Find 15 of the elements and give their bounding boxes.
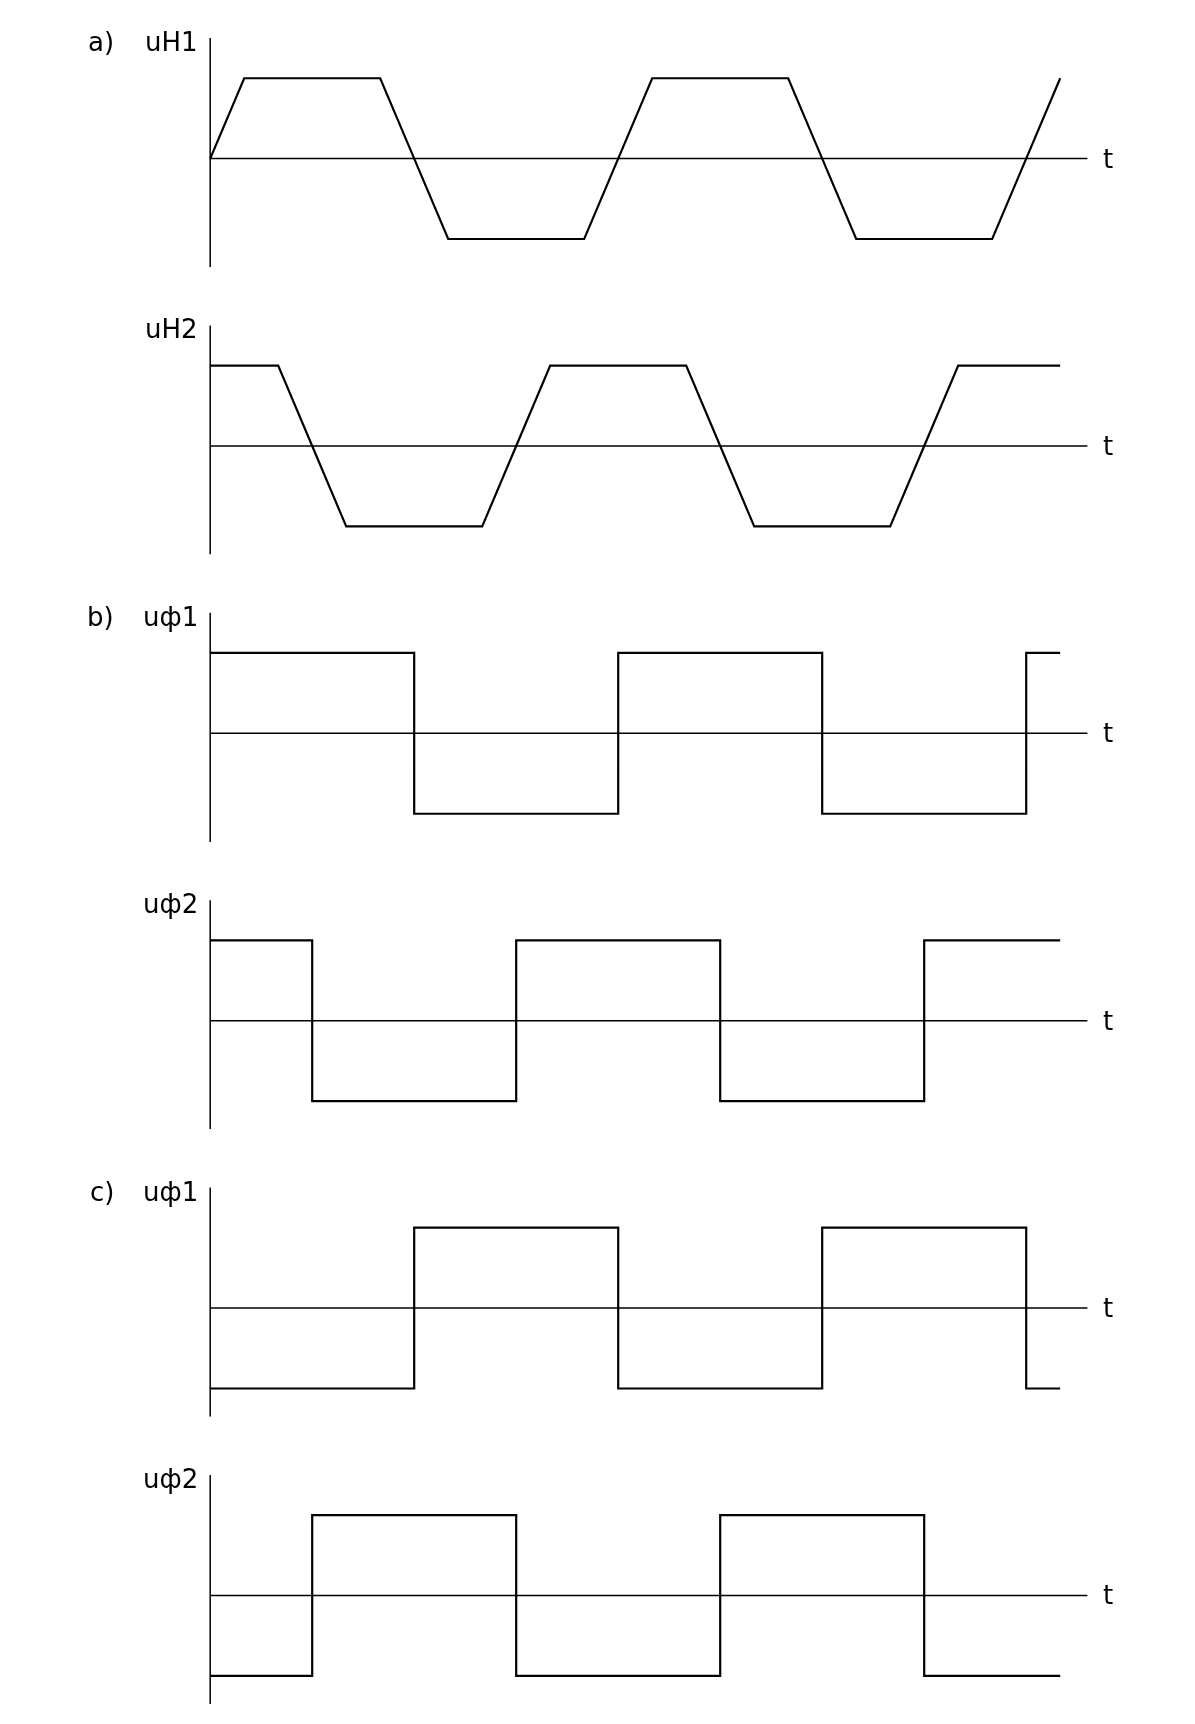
x-axis-title: t: [1103, 1006, 1114, 1036]
y-axis-title: uф2: [143, 889, 199, 919]
chart-title: c): [90, 1177, 115, 1207]
x-axis-title: t: [1103, 431, 1114, 461]
y-axis-title: uф1: [143, 602, 199, 632]
chart-title: b): [87, 602, 114, 632]
y-axis-title: uH2: [145, 314, 198, 344]
x-axis-title: t: [1103, 144, 1114, 174]
x-axis-title: t: [1103, 1580, 1114, 1610]
chart-title: a): [88, 27, 115, 57]
y-axis-title: uH1: [145, 27, 198, 57]
y-axis-title: uф1: [143, 1177, 199, 1207]
x-axis-title: t: [1103, 718, 1114, 748]
y-axis-title: uф2: [143, 1464, 199, 1494]
x-axis-title: t: [1103, 1293, 1114, 1323]
